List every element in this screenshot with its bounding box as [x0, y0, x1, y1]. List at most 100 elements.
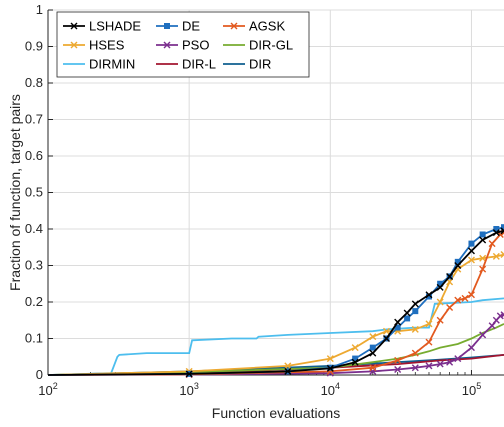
data-point [394, 366, 402, 374]
y-tick-label: 0.5 [25, 185, 43, 200]
marker-stroke [326, 364, 334, 372]
marker-stroke [351, 358, 359, 366]
data-point [425, 362, 433, 370]
legend-item-hses: HSES [63, 38, 125, 53]
data-point [454, 262, 462, 269]
data-point [411, 349, 419, 357]
data-point [467, 247, 475, 255]
y-tick-label: 0.7 [25, 112, 43, 127]
data-point [436, 316, 444, 324]
series-line [47, 226, 504, 376]
data-point [436, 283, 444, 291]
marker-stroke [446, 278, 454, 286]
data-point [488, 322, 496, 330]
data-point [454, 296, 462, 304]
series-hses [47, 251, 504, 376]
data-point [500, 227, 504, 235]
data-point [411, 364, 419, 372]
marker-stroke [185, 370, 193, 378]
data-point [467, 291, 475, 299]
legend-label: DIR-L [182, 57, 216, 72]
marker-stroke [70, 41, 78, 49]
x-tick-label: 105 [462, 381, 481, 398]
legend-label: DIR [249, 57, 271, 72]
x-tick-label: 104 [321, 381, 340, 398]
series-pso [47, 311, 504, 379]
data-point [436, 360, 444, 368]
tick-labels: 0 0.1 0.2 0.3 0.4 0.5 0.6 0.7 0.8 0.9 1 102 103 104 10… [25, 2, 481, 398]
data-point [446, 358, 454, 366]
data-point [479, 265, 487, 273]
legend-box [56, 11, 310, 78]
data-point [403, 309, 411, 317]
data-point [352, 355, 359, 362]
data-point [467, 344, 475, 352]
data-point [425, 320, 433, 328]
data-point [382, 327, 390, 335]
legend-label: DE [182, 19, 200, 34]
series-de [47, 224, 504, 377]
data-point [479, 254, 487, 262]
data-point [436, 298, 444, 306]
y-tick-label: 0.9 [25, 39, 43, 54]
marker-stroke [446, 272, 454, 280]
y-tick-label: 0.4 [25, 221, 43, 236]
marker-stroke [394, 318, 402, 326]
data-point [500, 311, 504, 319]
legend-item-dir: DIR [223, 57, 271, 72]
data-point [351, 344, 359, 352]
marker-stroke [411, 364, 419, 372]
y-tick-label: 1 [36, 2, 43, 17]
y-tick-label: 0.6 [25, 148, 43, 163]
legend-label: HSES [89, 38, 125, 53]
legend-item-dir-l: DIR-L [156, 57, 216, 72]
legend-marker [70, 22, 78, 30]
data-point [446, 303, 454, 311]
data-point [369, 333, 377, 341]
data-point [394, 324, 401, 331]
marker-stroke [425, 338, 433, 346]
marker-stroke [369, 364, 377, 372]
series-lshade [47, 227, 504, 378]
marker-stroke [454, 296, 462, 304]
data-point [492, 252, 500, 260]
legend-label: AGSK [249, 19, 285, 34]
marker-stroke [163, 41, 171, 49]
data-point [479, 331, 487, 339]
data-point [326, 355, 334, 363]
legend: LSHADE DE AGSK HSES PSO DIR-GL DIRMIN DIR-L DIR [56, 11, 310, 78]
data-point [500, 251, 504, 259]
x-axis-label: Function evaluations [212, 405, 340, 421]
data-point [412, 308, 419, 315]
data-point [382, 335, 390, 342]
marker-stroke [326, 355, 334, 363]
legend-marker [163, 41, 171, 49]
data-point [185, 370, 193, 378]
marker-stroke [394, 366, 402, 374]
data-point [369, 349, 377, 357]
marker-stroke [382, 327, 390, 335]
legend-marker [230, 22, 238, 30]
marker-stroke [351, 344, 359, 352]
marker-stroke [454, 355, 462, 363]
marker-stroke [411, 325, 419, 333]
marker-stroke [467, 256, 475, 264]
data-point [326, 364, 334, 372]
marker-stroke [446, 358, 454, 366]
marker-stroke [436, 316, 444, 324]
marker-stroke [425, 362, 433, 370]
data-point [425, 291, 433, 299]
marker-stroke [500, 313, 504, 319]
marker-stroke [70, 22, 78, 30]
marker-stroke [500, 251, 504, 256]
marker-stroke [500, 253, 504, 259]
data-point [351, 358, 359, 366]
series-line [47, 231, 504, 376]
y-tick-label: 0 [36, 367, 43, 382]
marker-stroke [488, 240, 496, 248]
legend-label: DIR-GL [249, 38, 293, 53]
legend-label: DIRMIN [89, 57, 135, 72]
data-point [501, 224, 504, 231]
data-point [493, 226, 500, 232]
